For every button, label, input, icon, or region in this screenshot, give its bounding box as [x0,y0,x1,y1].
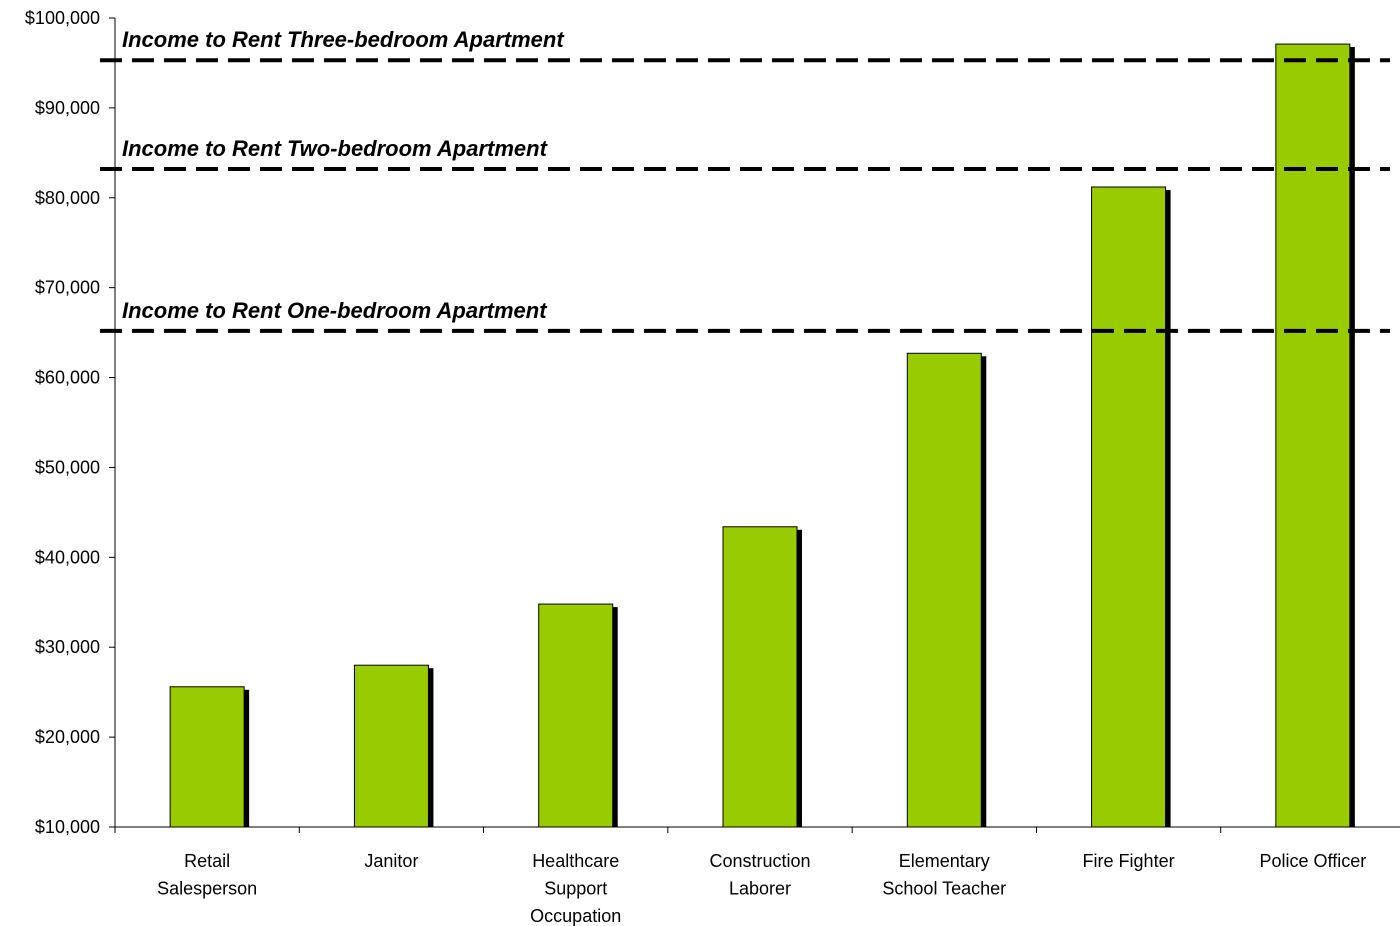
x-category-label-line: School Teacher [882,879,1006,899]
y-tick-label: $70,000 [35,278,100,298]
x-category-label-line: Fire Fighter [1083,851,1175,871]
x-category-label: Janitor [364,851,418,871]
reference-line-label: Income to Rent Two-bedroom Apartment [122,136,549,161]
x-category-label-line: Healthcare [532,851,619,871]
x-category-label-line: Retail [184,851,230,871]
x-category-label-line: Occupation [530,906,621,926]
y-tick-label: $90,000 [35,98,100,118]
x-category-label: Healthcare Support Occupation [530,851,621,926]
y-tick-label: $60,000 [35,368,100,388]
x-category-label-line: Construction [709,851,810,871]
reference-lines: Income to Rent Three-bedroom Apartment In… [100,27,1390,333]
x-category-label: Construction Laborer [709,851,810,899]
x-category-label: Police Officer [1259,851,1366,871]
bar [538,603,614,828]
y-tick-label: $10,000 [35,817,100,837]
y-tick-label: $30,000 [35,637,100,657]
bars [169,43,1355,828]
bar [1091,186,1167,828]
y-tick-label: $40,000 [35,547,100,567]
reference-line-label: Income to Rent Three-bedroom Apartment [122,27,565,52]
x-category-label-line: Support [544,879,607,899]
x-category-label-line: Elementary [899,851,990,871]
bar [722,526,798,828]
x-category-label: Retail Salesperson [157,851,257,899]
y-tick-label: $20,000 [35,727,100,747]
y-tick-label: $80,000 [35,188,100,208]
y-tick-label: $100,000 [25,8,100,28]
y-axis: $10,000 $20,000 $30,000 $40,000 $50,000 $60,0… [25,8,116,837]
x-category-label-line: Police Officer [1259,851,1366,871]
x-category-label: Elementary School Teacher [882,851,1006,899]
x-category-label: Fire Fighter [1083,851,1175,871]
x-axis: Retail Salesperson Janitor Healthcare Suppor… [114,826,1400,926]
x-category-label-line: Janitor [364,851,418,871]
bar [169,686,245,828]
bar [353,664,429,828]
reference-line-label: Income to Rent One-bedroom Apartment [122,298,548,323]
y-tick-label: $50,000 [35,457,100,477]
x-category-label-line: Laborer [729,879,791,899]
bar [1275,43,1351,828]
x-category-label-line: Salesperson [157,879,257,899]
bar [906,352,982,828]
